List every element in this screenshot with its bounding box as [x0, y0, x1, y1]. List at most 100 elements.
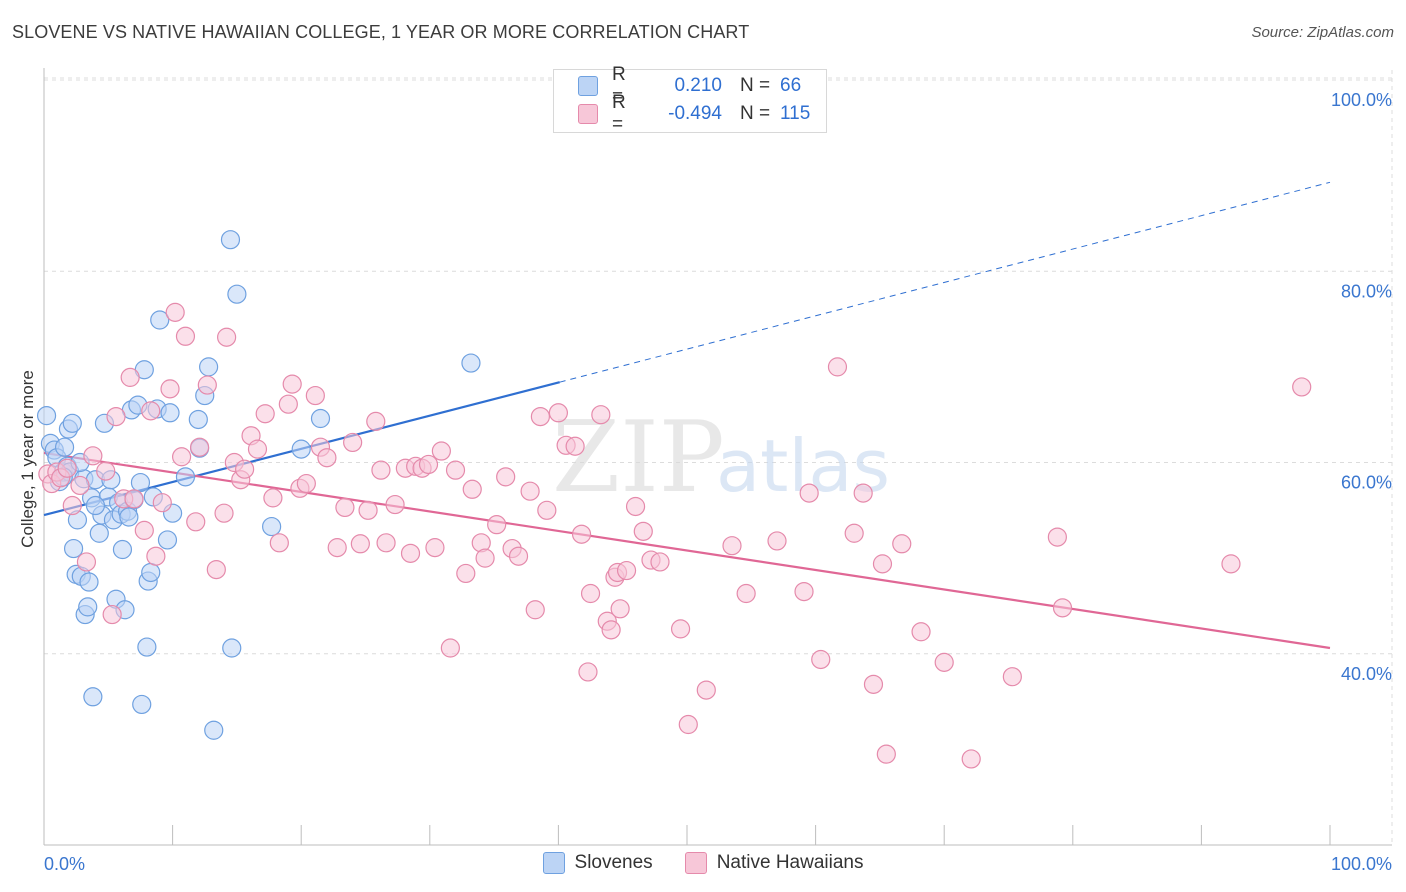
slovenes-point [150, 310, 170, 330]
x-tick-label-min: 0.0% [44, 854, 85, 874]
slovenes-point [63, 538, 84, 559]
native-hawaiians-point [1002, 667, 1022, 687]
native-hawaiians-point [400, 543, 421, 563]
points-layer [36, 230, 1312, 769]
slovenes-point [85, 495, 106, 516]
native-hawaiians-point [57, 458, 77, 478]
series-legend: Slovenes Native Hawaiians [0, 852, 1406, 874]
native-hawaiians-point [358, 500, 378, 520]
native-hawaiians-point [305, 385, 325, 406]
slovenes-point [141, 562, 161, 583]
slovenes-point [137, 637, 157, 657]
native-hawaiians-point [235, 459, 255, 479]
legend-row-native-hawaiians: R = -0.494 N = 115 [578, 92, 811, 135]
legend-n-label: N = [740, 75, 771, 96]
native-hawaiians-point [327, 538, 347, 558]
native-hawaiians-point [537, 500, 557, 520]
correlation-legend: R = 0.210 N = 66 R = -0.494 N = 115 [553, 64, 827, 135]
native-hawaiians-point [76, 552, 97, 572]
slovenes-point [262, 516, 282, 537]
legend-n-label: N = [740, 103, 771, 124]
native-hawaiians-point [525, 600, 545, 620]
native-hawaiians-point [431, 441, 451, 461]
native-hawaiians-point [376, 533, 396, 553]
slovenes-point [112, 539, 133, 560]
native-hawaiians-point [141, 401, 161, 421]
native-hawaiians-point [530, 407, 550, 427]
y-axis-title: College, 1 year or more [18, 370, 37, 548]
native-hawaiians-point [456, 563, 476, 584]
native-hawaiians-point [1052, 598, 1073, 618]
native-hawaiians-point [146, 546, 166, 566]
native-hawaiians-point [343, 432, 363, 453]
legend-swatch-native-hawaiians [578, 104, 598, 124]
slovenes-point [175, 467, 196, 487]
native-hawaiians-point [853, 483, 873, 503]
native-hawaiians-point [70, 475, 90, 496]
y-tick-label: 80.0% [1341, 281, 1392, 301]
slovenes-point [204, 720, 224, 740]
native-hawaiians-point [269, 533, 289, 553]
x-tick-label-max: 100.0% [1331, 854, 1392, 874]
native-hawaiians-point [696, 680, 716, 700]
native-hawaiians-point [134, 520, 154, 540]
series-native-hawaiians [38, 302, 1312, 769]
native-hawaiians-point [366, 411, 386, 431]
native-hawaiians-point [767, 531, 787, 551]
native-hawaiians-point [425, 538, 445, 558]
native-hawaiians-point [844, 523, 864, 543]
native-hawaiians-point [799, 483, 819, 503]
native-hawaiians-point [124, 489, 144, 509]
native-hawaiians-point [633, 521, 653, 541]
native-hawaiians-point [872, 554, 893, 574]
native-hawaiians-point [175, 326, 196, 346]
native-hawaiians-point [371, 460, 391, 480]
native-hawaiians-point [508, 546, 529, 566]
slovenes-point [199, 357, 219, 377]
native-hawaiians-point [827, 357, 848, 377]
native-hawaiians-point [811, 649, 831, 670]
native-hawaiians-point [120, 367, 140, 387]
y-tick-label: 60.0% [1341, 473, 1392, 493]
native-hawaiians-point [571, 524, 592, 544]
native-hawaiians-point [462, 479, 482, 499]
native-hawaiians-point [1047, 527, 1067, 547]
native-hawaiians-point [160, 379, 180, 399]
native-hawaiians-point [62, 495, 82, 516]
legend-n-value: 115 [780, 103, 811, 124]
chart-title: SLOVENE VS NATIVE HAWAIIAN COLLEGE, 1 YE… [12, 22, 750, 42]
source-credit: Source: ZipAtlas.com [1251, 24, 1394, 41]
slovenes-point [291, 439, 311, 459]
native-hawaiians-point [616, 560, 637, 581]
native-hawaiians-point [876, 744, 896, 764]
native-hawaiians-point [96, 461, 116, 481]
series-legend-slovenes[interactable]: Slovenes [542, 852, 653, 874]
native-hawaiians-point [152, 493, 172, 513]
native-hawaiians-point [892, 534, 912, 554]
native-hawaiians-point [214, 503, 234, 523]
series-slovenes [36, 230, 481, 740]
native-hawaiians-point [961, 749, 981, 769]
legend-r-label: R = [612, 92, 626, 135]
native-hawaiians-point [317, 448, 337, 468]
native-hawaiians-point [591, 405, 611, 425]
series-swatch-native-hawaiians [684, 852, 707, 874]
native-hawaiians-point [548, 403, 569, 423]
legend-row-slovenes: R = 0.210 N = 66 [578, 64, 802, 107]
native-hawaiians-point [911, 622, 931, 642]
legend-swatch-slovenes [578, 76, 598, 96]
native-hawaiians-point [1221, 554, 1241, 574]
native-hawaiians-point [385, 494, 405, 515]
slovenes-point [130, 472, 151, 493]
native-hawaiians-point [625, 496, 646, 517]
native-hawaiians-point [102, 604, 122, 625]
native-hawaiians-point [934, 652, 954, 672]
slovenes-point [78, 597, 98, 617]
native-hawaiians-point [736, 583, 756, 604]
native-hawaiians-point [106, 407, 126, 427]
native-hawaiians-point [580, 583, 601, 604]
legend-n-value: 66 [780, 75, 802, 96]
native-hawaiians-point [445, 460, 466, 480]
watermark-zip: ZIP [552, 401, 725, 515]
series-legend-native-hawaiians[interactable]: Native Hawaiians [684, 852, 863, 874]
